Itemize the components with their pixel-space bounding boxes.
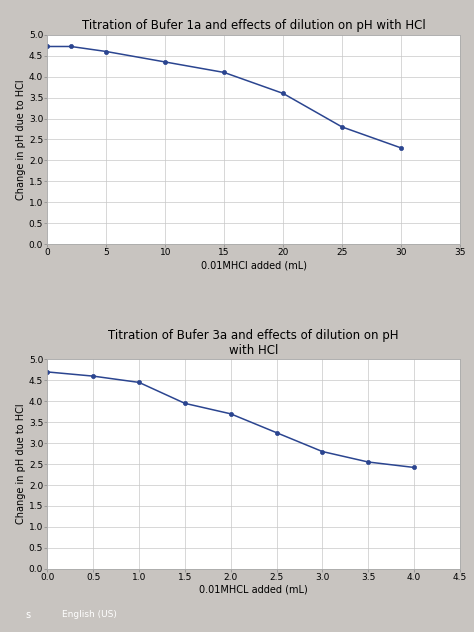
- Y-axis label: Change in pH due to HCl: Change in pH due to HCl: [16, 79, 26, 200]
- Y-axis label: Change in pH due to HCl: Change in pH due to HCl: [16, 404, 26, 525]
- Title: Titration of Bufer 1a and effects of dilution on pH with HCl: Titration of Bufer 1a and effects of dil…: [82, 19, 426, 32]
- Title: Titration of Bufer 3a and effects of dilution on pH
with HCl: Titration of Bufer 3a and effects of dil…: [109, 329, 399, 357]
- Text: English (US): English (US): [62, 610, 117, 619]
- X-axis label: 0.01MHCL added (mL): 0.01MHCL added (mL): [199, 585, 308, 595]
- X-axis label: 0.01MHCl added (mL): 0.01MHCl added (mL): [201, 260, 307, 270]
- Text: s: s: [26, 610, 31, 619]
